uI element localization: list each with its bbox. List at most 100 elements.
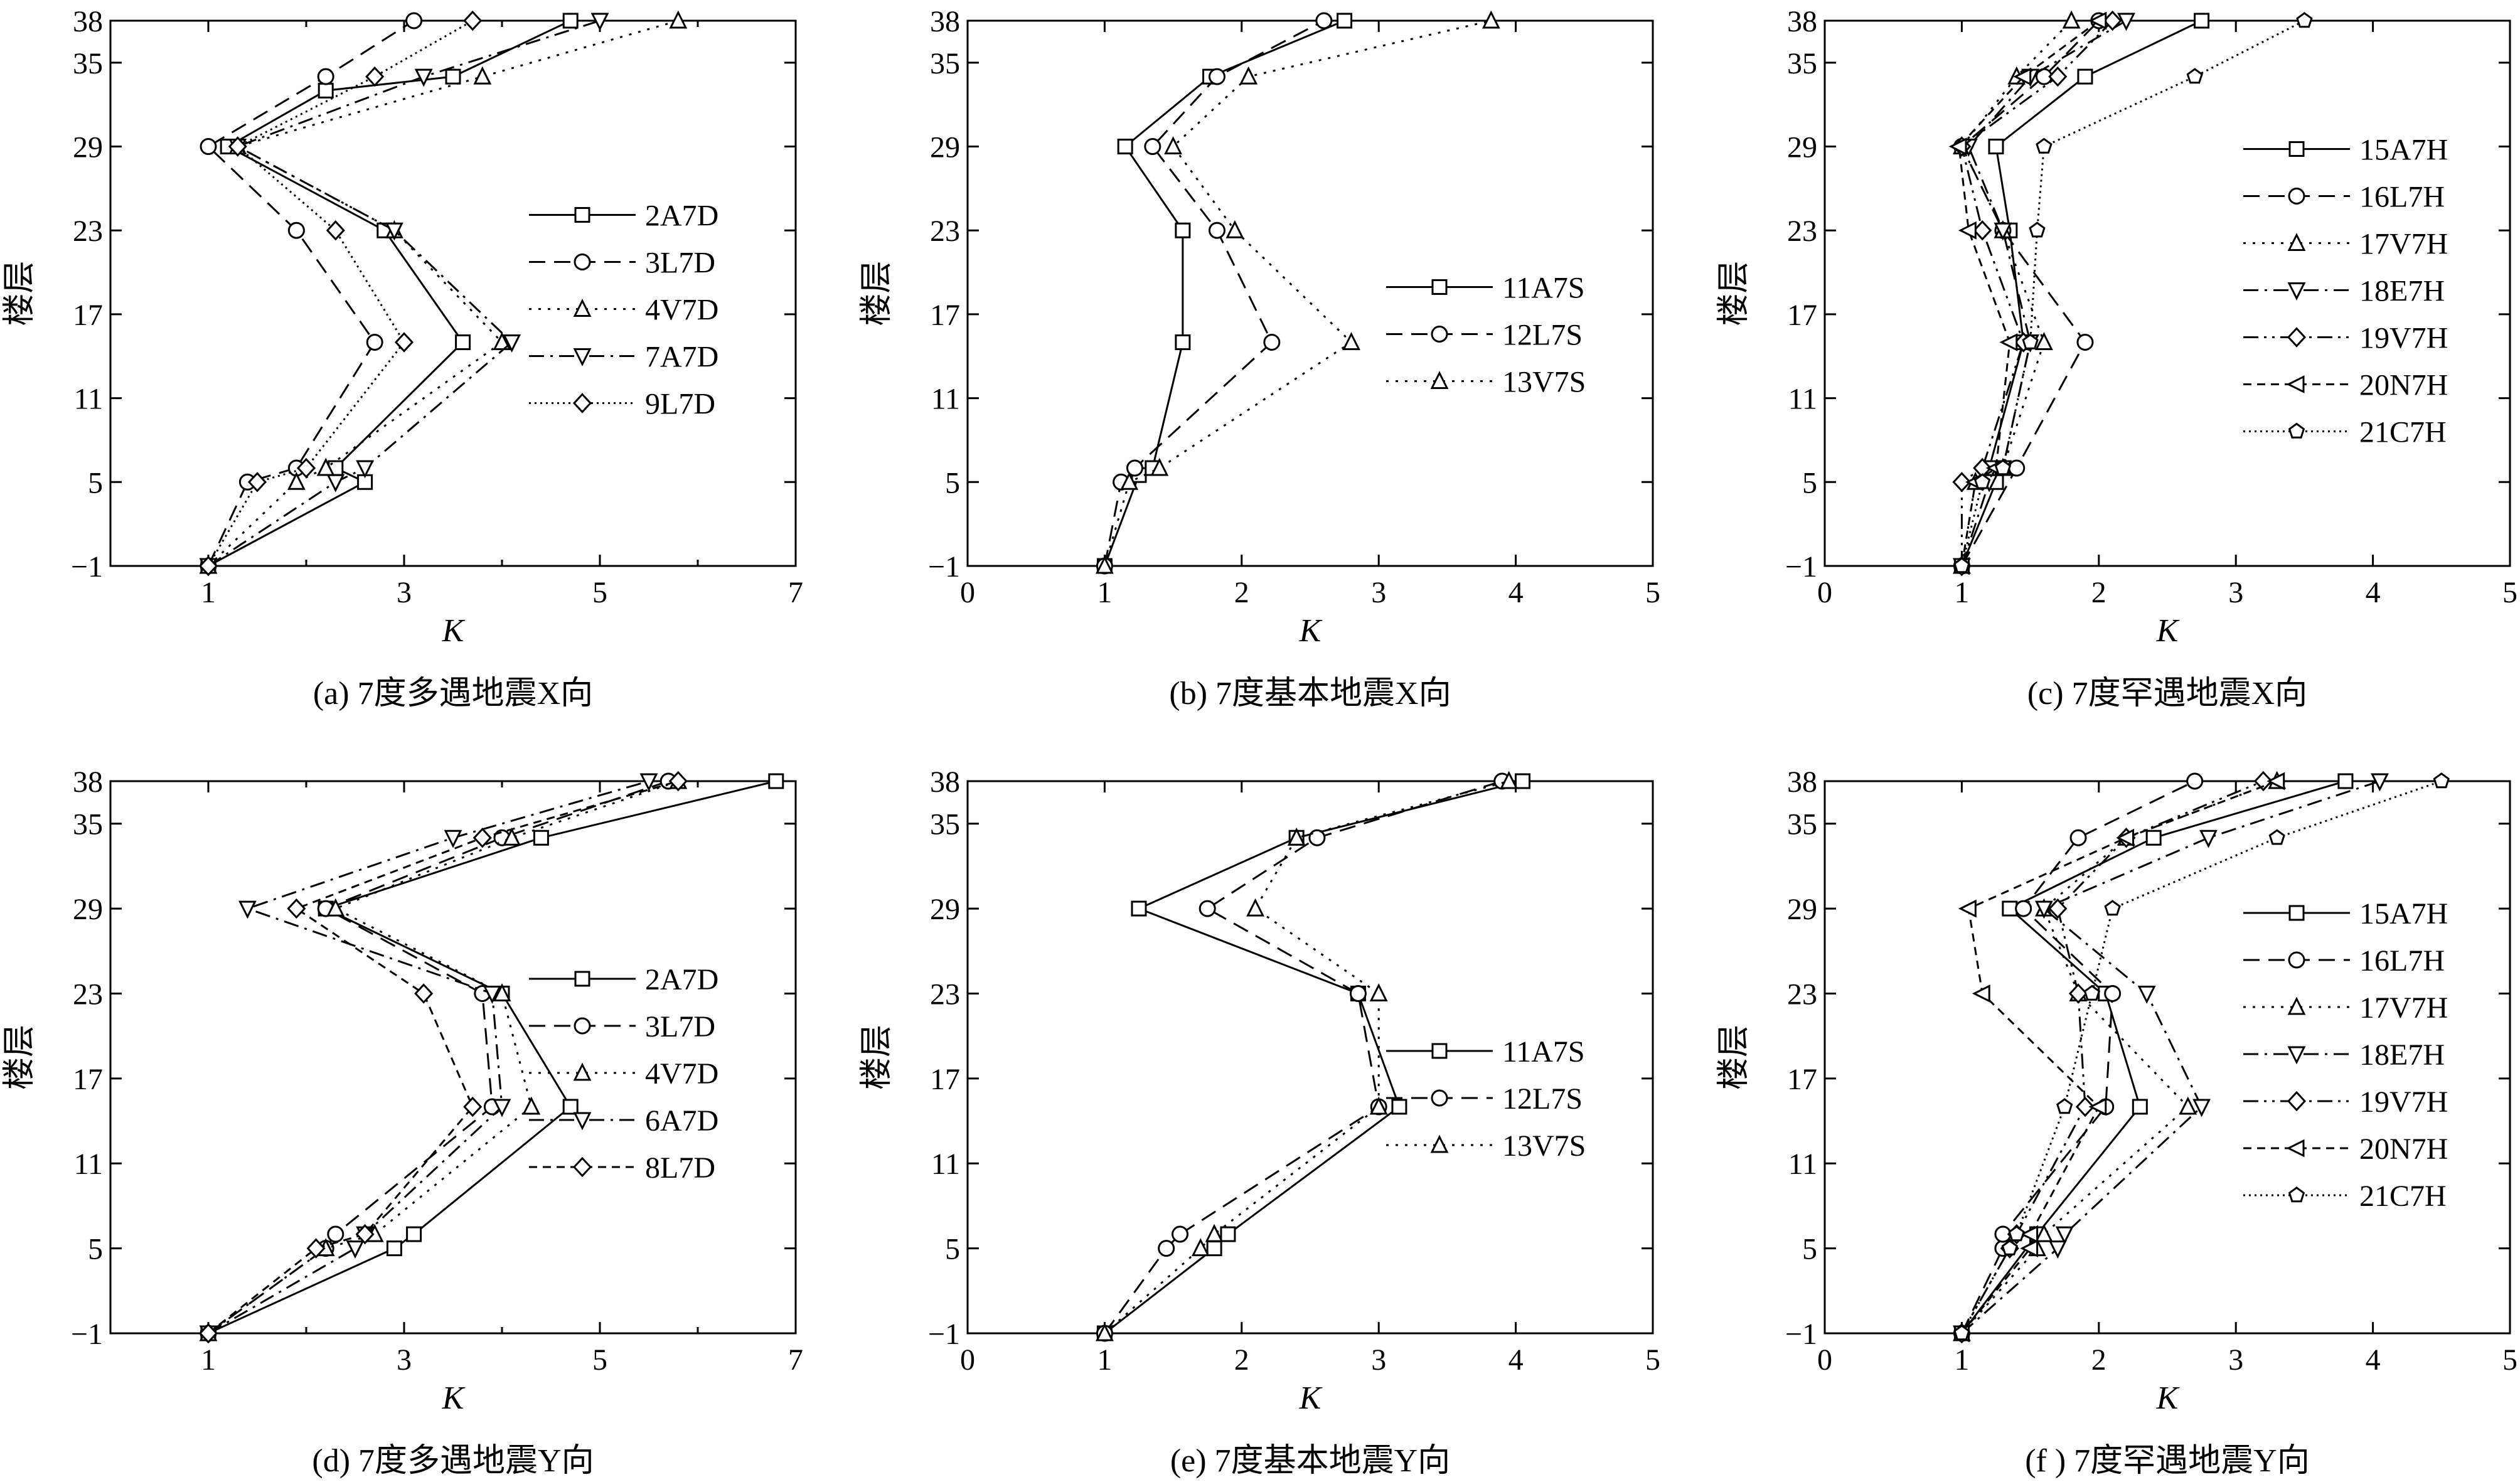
- data-point-12L7S: [1208, 68, 1225, 85]
- x-tick-label: 0: [1817, 576, 1832, 609]
- data-point-19V7H: [2048, 898, 2068, 919]
- legend-marker: [2288, 141, 2305, 157]
- series-line-12L7S: [1103, 19, 1325, 567]
- data-point-20N7H: [1972, 984, 1990, 1003]
- x-tick-label: 4: [1508, 576, 1524, 609]
- x-tick-label: 4: [2366, 576, 2381, 609]
- y-tick-label: 5: [1802, 1233, 1817, 1266]
- y-tick-label: 38: [73, 765, 103, 799]
- legend-entry: 12L7S: [1502, 319, 1583, 352]
- series-line-11A7S: [1103, 19, 1345, 567]
- x-tick-label: 1: [1097, 1343, 1112, 1377]
- data-point-13V7S: [1369, 1096, 1388, 1115]
- legend-marker: [573, 348, 592, 366]
- y-tick-label: 38: [1787, 5, 1817, 38]
- data-point-2A7D: [768, 773, 784, 789]
- y-tick-label: 23: [73, 978, 103, 1011]
- y-tick-label: 5: [88, 466, 103, 499]
- legend-entry: 16L7H: [2359, 944, 2445, 978]
- legend-entry: 13V7S: [1502, 1129, 1586, 1163]
- series-line-19V7H: [1961, 780, 2264, 1334]
- x-tick-label: 5: [2502, 1343, 2517, 1377]
- data-point-12L7S: [1172, 1225, 1189, 1243]
- data-point-20N7H: [2088, 11, 2107, 30]
- x-tick-label: 1: [201, 1343, 216, 1377]
- data-point-11A7S: [1131, 900, 1147, 917]
- x-tick-label: 3: [397, 1343, 412, 1377]
- data-point-13V7S: [1205, 1223, 1224, 1242]
- x-tick-label: 0: [960, 1343, 975, 1377]
- data-point-4V7D: [669, 10, 688, 29]
- data-point-9L7D: [228, 136, 247, 157]
- data-point-4V7D: [473, 66, 492, 85]
- data-point-7A7D: [356, 460, 375, 479]
- y-axis-label: 楼层: [2, 260, 38, 326]
- legend-marker: [2287, 233, 2306, 251]
- x-axis-label: K: [1299, 1380, 1323, 1416]
- data-point-21C7H: [2186, 68, 2203, 84]
- legend-marker: [1431, 1089, 1448, 1107]
- data-point-20N7H: [1999, 333, 2018, 351]
- x-tick-label: 5: [1645, 1343, 1660, 1377]
- y-tick-label: 11: [931, 1148, 960, 1181]
- panel-caption: (a) 7度多遇地震X向: [313, 676, 593, 712]
- legend-entry: 11A7S: [1502, 1035, 1585, 1069]
- data-point-21C7H: [2083, 984, 2101, 1001]
- x-tick-label: 1: [1954, 1343, 1969, 1377]
- legend-marker: [574, 207, 590, 223]
- legend-marker: [2288, 422, 2305, 439]
- data-point-15A7H: [2337, 773, 2354, 789]
- legend: 15A7H 16L7H 17V7H 18E7H 19V7H 20N7H 21C7H: [2243, 134, 2448, 449]
- data-point-2A7D: [445, 68, 461, 85]
- legend-marker: [2288, 1186, 2305, 1203]
- legend-marker: [572, 393, 592, 413]
- data-point-21C7H: [1973, 473, 1991, 489]
- data-point-19V7H: [1952, 472, 1972, 493]
- data-point-6A7D: [444, 829, 462, 848]
- x-tick-label: 4: [2366, 1343, 2381, 1377]
- legend-entry: 18E7H: [2359, 1038, 2445, 1072]
- x-tick-label: 3: [1371, 1343, 1386, 1377]
- y-tick-label: 38: [930, 5, 960, 38]
- data-point-2A7D: [562, 13, 579, 29]
- y-tick-label: 5: [945, 466, 960, 499]
- y-tick-label: 35: [73, 47, 103, 80]
- data-point-20N7H: [2266, 772, 2285, 791]
- data-point-19V7H: [2075, 1096, 2095, 1117]
- y-tick-label: 17: [1787, 1063, 1817, 1096]
- legend-marker: [2288, 188, 2305, 205]
- data-point-15A7H: [2132, 1099, 2148, 1115]
- y-tick-label: 11: [1788, 1148, 1817, 1181]
- x-tick-label: 7: [788, 1343, 803, 1377]
- y-tick-label: 38: [73, 5, 103, 38]
- data-point-13V7S: [1246, 898, 1265, 917]
- x-tick-label: 3: [397, 576, 412, 609]
- y-axis-label: 楼层: [859, 1025, 895, 1090]
- x-tick-label: 0: [1817, 1343, 1832, 1377]
- data-point-21C7H: [2001, 1239, 2019, 1255]
- data-point-15A7H: [2077, 68, 2093, 85]
- y-tick-label: −1: [1785, 550, 1817, 584]
- y-tick-label: 11: [1788, 383, 1817, 416]
- data-point-12L7S: [1144, 138, 1161, 156]
- data-point-15A7H: [2145, 829, 2162, 846]
- data-point-12L7S: [1349, 984, 1367, 1002]
- data-point-7A7D: [385, 222, 403, 241]
- y-tick-label: 35: [930, 47, 960, 80]
- data-point-18E7H: [2192, 1099, 2211, 1117]
- y-axis-label: 楼层: [1716, 1025, 1752, 1090]
- x-tick-label: 1: [1954, 576, 1969, 609]
- series-line-13V7S: [1104, 780, 1510, 1335]
- legend: 2A7D 3L7D 4V7D 6A7D 8L7D: [529, 963, 718, 1185]
- data-point-13V7S: [1095, 1323, 1114, 1341]
- data-point-13V7S: [1120, 471, 1139, 490]
- panel-caption: (b) 7度基本地震X向: [1169, 676, 1451, 712]
- data-point-2A7D: [455, 334, 471, 350]
- y-tick-label: 5: [1802, 466, 1817, 499]
- data-point-13V7S: [1500, 770, 1519, 789]
- legend-entry: 2A7D: [645, 200, 718, 233]
- series-line-3L7D: [207, 19, 415, 567]
- plot-frame: [1823, 780, 2511, 1335]
- data-point-4V7D: [287, 471, 306, 490]
